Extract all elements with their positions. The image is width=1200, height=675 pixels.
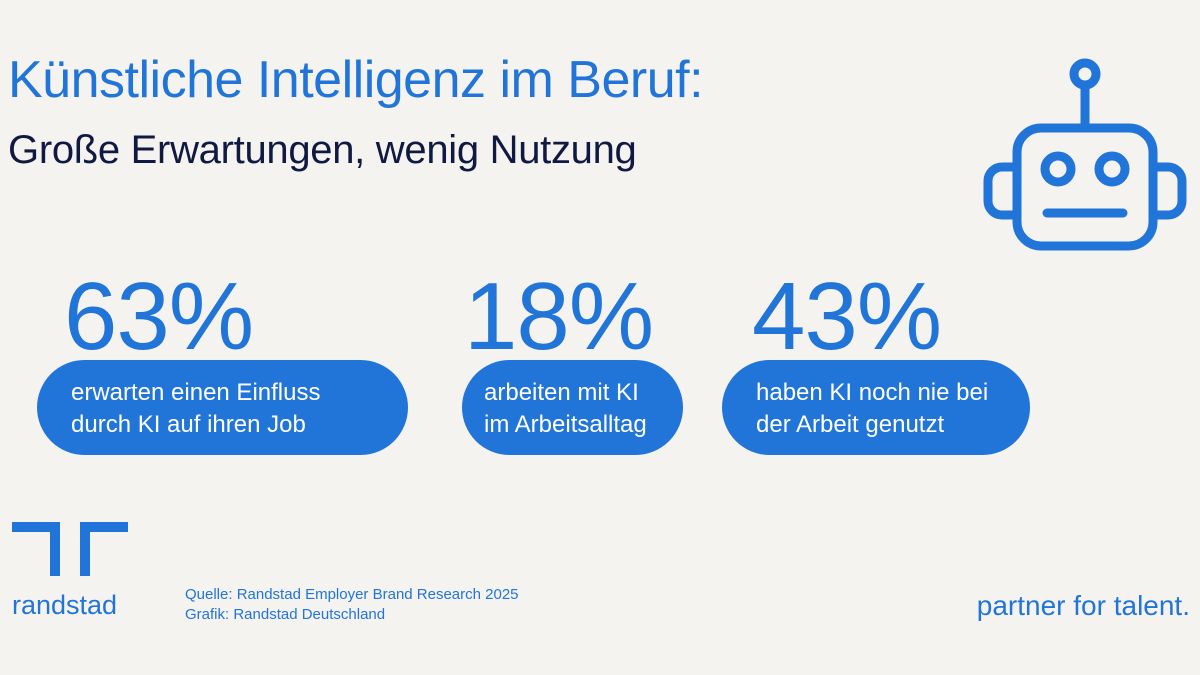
source: Grafik: Randstad Deutschland — [185, 606, 386, 623]
brand-name: randstad — [12, 590, 118, 620]
tagline: partner for talent. — [976, 590, 1190, 621]
stat-text: im Arbeitsalltag — [484, 411, 647, 438]
brand-logo — [12, 522, 128, 576]
stat-pill: erwarten einen Einfluss durch KI auf ihr… — [37, 360, 408, 455]
stat-text: der Arbeit genutzt — [756, 411, 945, 438]
robot-icon — [983, 58, 1187, 251]
stat-text: erwarten einen Einfluss — [71, 379, 321, 406]
stat-value: 43% — [752, 263, 942, 370]
stat-pill: haben KI noch nie bei der Arbeit genutzt — [722, 360, 1030, 455]
stat-text: durch KI auf ihren Job — [71, 411, 306, 438]
stat-value: 18% — [464, 263, 654, 370]
stat-text: haben KI noch nie bei — [756, 379, 989, 406]
stat-text: arbeiten mit KI — [484, 379, 639, 406]
stat-pill: arbeiten mit KI im Arbeitsalltag — [462, 360, 683, 455]
subtitle: Große Erwartungen, wenig Nutzung — [8, 128, 637, 172]
source: Quelle: Randstad Employer Brand Research… — [185, 586, 519, 603]
stat-value: 63% — [64, 263, 254, 370]
title: Künstliche Intelligenz im Beruf: — [8, 51, 704, 109]
